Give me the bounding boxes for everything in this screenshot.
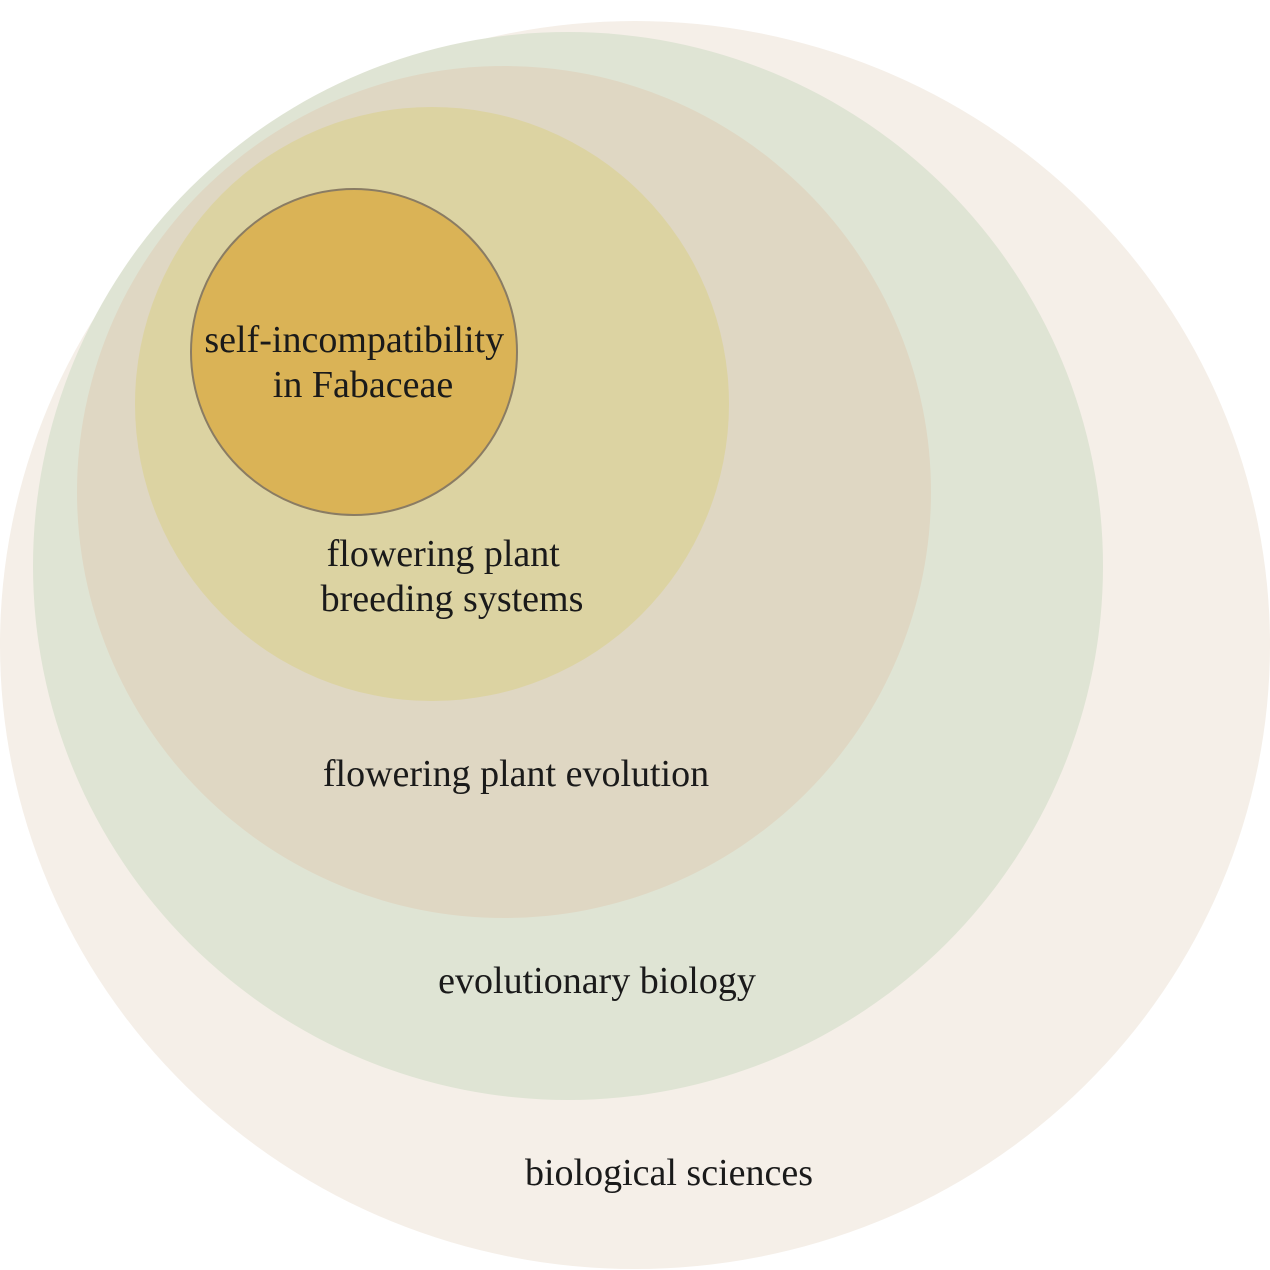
label-evolutionary-biology: evolutionary biology [438, 960, 756, 1002]
circle-self-incompatibility-in-fabaceae [190, 188, 518, 516]
label-flowering-plant-evolution: flowering plant evolution [323, 753, 709, 795]
label-biological-sciences: biological sciences [525, 1152, 813, 1194]
label-flowering-plant-breeding-systems: flowering plant breeding systems [321, 533, 584, 620]
label-self-incompatibility-in-fabaceae: self-incompatibility in Fabaceae [204, 319, 513, 406]
